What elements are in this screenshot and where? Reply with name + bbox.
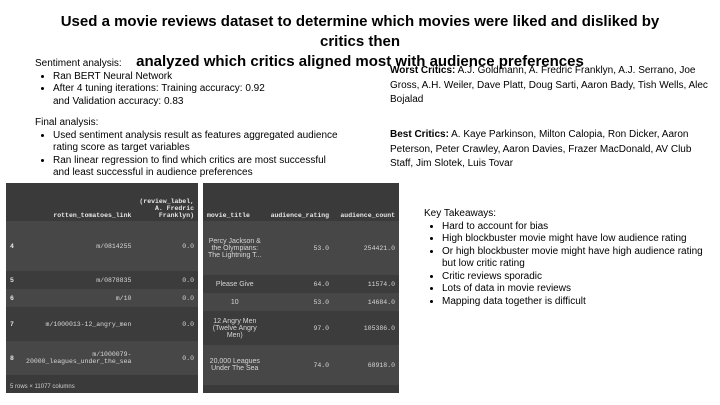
sentiment-section: Sentiment analysis: Ran BERT Neural Netw… bbox=[35, 58, 365, 108]
cell-title: Percy Jackson & the Olympians: The Light… bbox=[208, 237, 262, 259]
list-item-text: Hard to account for bias bbox=[442, 220, 549, 232]
takeaways-heading: Key Takeaways: bbox=[424, 208, 497, 219]
final-list: Used sentiment analysis result as featur… bbox=[35, 130, 345, 180]
row-index: 5 bbox=[10, 276, 14, 284]
cell-link: m/10 bbox=[115, 294, 132, 302]
sentiment-item-1-text: Ran BERT Neural Network bbox=[53, 70, 173, 82]
list-item-text: Or high blockbuster movie might have hig… bbox=[442, 245, 703, 270]
title-line-1: Used a movie reviews dataset to determin… bbox=[60, 13, 660, 50]
final-item-1: Used sentiment analysis result as featur… bbox=[53, 130, 345, 155]
key-takeaways: Key Takeaways: Hard to account for bias … bbox=[424, 208, 714, 308]
cell-link: m/1000079-20000_leagues_under_the_sea bbox=[26, 351, 132, 365]
list-item-text: Critic reviews sporadic bbox=[442, 270, 543, 282]
final-item-2: Ran linear regression to find which crit… bbox=[53, 155, 345, 180]
sentiment-item-2-cont: and Validation accuracy: 0.83 bbox=[53, 95, 184, 107]
worst-critics: Worst Critics: A.J. Goldmann, A. Fredric… bbox=[390, 64, 712, 108]
critic-table-panel: rotten_tomatoes_link (review_label, A. F… bbox=[6, 183, 198, 393]
worst-critics-names: A.J. Goldmann, A. Fredric Franklyn, A.J.… bbox=[390, 65, 708, 105]
best-critics-label: Best Critics: bbox=[390, 129, 449, 140]
sentiment-item-2: After 4 tuning iterations: Training accu… bbox=[53, 83, 365, 96]
cell-link: m/0878835 bbox=[96, 276, 132, 284]
cell-value: 0.0 bbox=[182, 320, 194, 328]
table-row: 20,000 Leagues Under The Sea 74.0 68918.… bbox=[203, 345, 399, 385]
row-index: 7 bbox=[10, 320, 14, 328]
list-item: Or high blockbuster movie might have hig… bbox=[442, 246, 714, 271]
table-row: 6 m/10 0.0 bbox=[6, 289, 198, 307]
sentiment-item-1: Ran BERT Neural Network bbox=[53, 71, 365, 84]
cell-rating: 97.0 bbox=[313, 324, 330, 332]
cell-count: 105386.0 bbox=[363, 324, 395, 332]
critic-table: rotten_tomatoes_link (review_label, A. F… bbox=[6, 183, 198, 375]
list-item: High blockbuster movie might have low au… bbox=[442, 233, 714, 246]
cell-rating: 64.0 bbox=[313, 280, 330, 288]
list-item: Mapping data together is difficult bbox=[442, 296, 714, 309]
final-item-1-text: Used sentiment analysis result as featur… bbox=[53, 129, 338, 154]
list-item-text: Lots of data in movie reviews bbox=[442, 283, 571, 294]
audience-table: movie_title audience_rating audience_cou… bbox=[203, 183, 399, 385]
sentiment-list: Ran BERT Neural Network After 4 tuning i… bbox=[35, 71, 365, 96]
worst-critics-label: Worst Critics: bbox=[390, 65, 456, 76]
final-item-2-text: Ran linear regression to find which crit… bbox=[53, 154, 326, 179]
list-item: Hard to account for bias bbox=[442, 221, 714, 234]
critic-table-header-link: rotten_tomatoes_link bbox=[53, 212, 132, 219]
critic-table-index-header bbox=[6, 183, 19, 221]
table-row: 10 53.0 14684.0 bbox=[203, 293, 399, 311]
list-item: Lots of data in movie reviews bbox=[442, 283, 714, 296]
audience-table-panel: movie_title audience_rating audience_cou… bbox=[203, 183, 399, 393]
slide-title: Used a movie reviews dataset to determin… bbox=[40, 12, 680, 72]
cell-value: 0.0 bbox=[182, 354, 194, 362]
cell-count: 11574.0 bbox=[367, 280, 395, 288]
table-row: Percy Jackson & the Olympians: The Light… bbox=[203, 221, 399, 275]
audience-table-header-count: audience_count bbox=[340, 212, 395, 219]
cell-value: 0.0 bbox=[182, 294, 194, 302]
audience-table-header-rating: audience_rating bbox=[270, 212, 330, 219]
cell-count: 14684.0 bbox=[367, 298, 395, 306]
table-row: 12 Angry Men (Twelve Angry Men) 97.0 105… bbox=[203, 311, 399, 345]
table-row: 5 m/0878835 0.0 bbox=[6, 271, 198, 289]
cell-count: 254421.0 bbox=[363, 244, 395, 252]
cell-count: 68918.0 bbox=[367, 361, 395, 369]
best-critics-names: A. Kaye Parkinson, Milton Calopia, Ron D… bbox=[390, 129, 692, 169]
final-heading: Final analysis: bbox=[35, 117, 99, 128]
cell-rating: 53.0 bbox=[313, 298, 330, 306]
table-row: 7 m/1000013-12_angry_men 0.0 bbox=[6, 307, 198, 341]
table-row: 4 m/0814255 0.0 bbox=[6, 221, 198, 271]
cell-value: 0.0 bbox=[182, 276, 194, 284]
cell-title: 10 bbox=[230, 298, 239, 306]
table-footer: 5 rows × 11077 columns bbox=[10, 384, 75, 390]
list-item-text: Mapping data together is difficult bbox=[442, 295, 586, 307]
critic-table-header-label: (review_label, A. Fredric Franklyn) bbox=[139, 198, 194, 219]
cell-title: 20,000 Leagues Under The Sea bbox=[209, 358, 260, 372]
row-index: 8 bbox=[10, 354, 14, 362]
audience-table-header-title: movie_title bbox=[207, 212, 250, 219]
title-line-2: analyzed which critics aligned most with… bbox=[136, 53, 584, 70]
cell-title: Please Give bbox=[215, 280, 254, 288]
sentiment-heading: Sentiment analysis: bbox=[35, 58, 122, 69]
cell-title: 12 Angry Men (Twelve Angry Men) bbox=[212, 317, 257, 339]
row-index: 6 bbox=[10, 294, 14, 302]
final-section: Final analysis: Used sentiment analysis … bbox=[35, 117, 345, 180]
cell-link: m/1000013-12_angry_men bbox=[45, 320, 132, 328]
cell-rating: 53.0 bbox=[313, 244, 330, 252]
cell-rating: 74.0 bbox=[313, 361, 330, 369]
list-item: Critic reviews sporadic bbox=[442, 271, 714, 284]
row-index: 4 bbox=[10, 242, 14, 250]
table-row: 8 m/1000079-20000_leagues_under_the_sea … bbox=[6, 341, 198, 375]
sentiment-item-2-text: After 4 tuning iterations: Training accu… bbox=[53, 83, 265, 94]
takeaways-list: Hard to account for bias High blockbuste… bbox=[424, 221, 714, 309]
list-item-text: High blockbuster movie might have low au… bbox=[442, 233, 687, 244]
cell-value: 0.0 bbox=[182, 242, 194, 250]
cell-link: m/0814255 bbox=[96, 242, 132, 250]
best-critics: Best Critics: A. Kaye Parkinson, Milton … bbox=[390, 128, 712, 172]
table-row: Please Give 64.0 11574.0 bbox=[203, 275, 399, 293]
